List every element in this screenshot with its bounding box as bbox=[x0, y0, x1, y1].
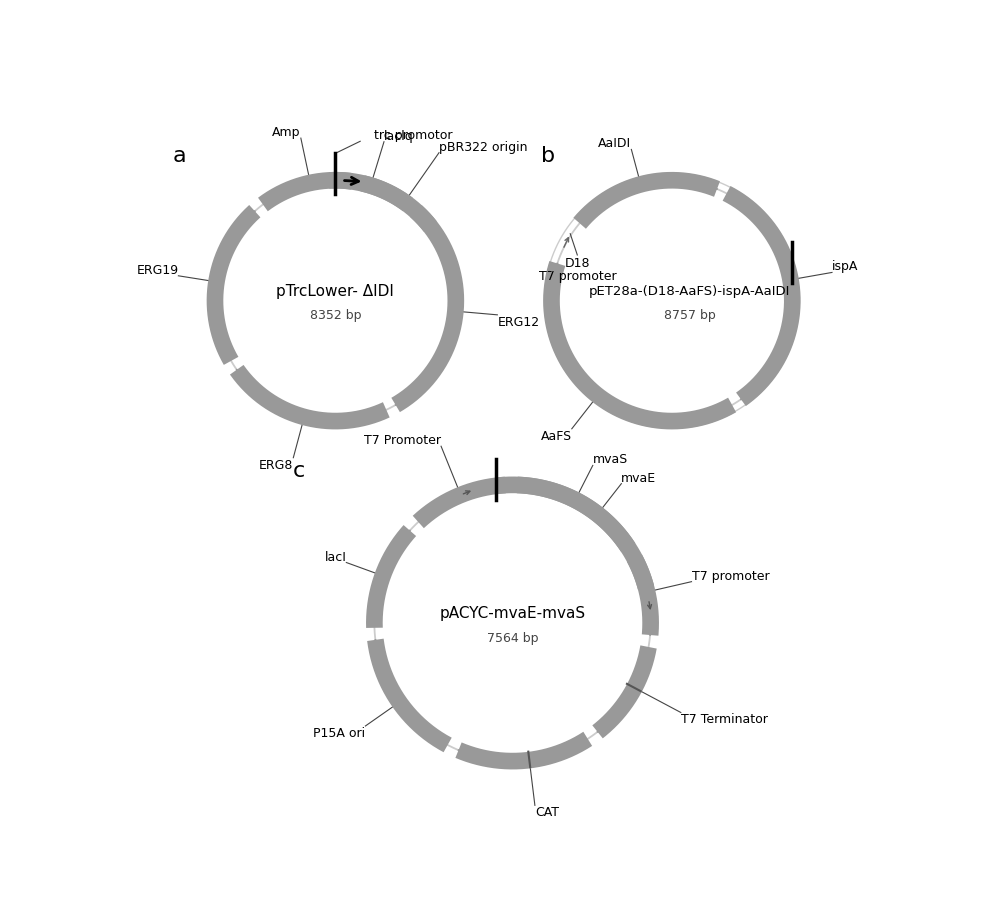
Text: mvaS: mvaS bbox=[593, 453, 628, 466]
Text: T7 Promoter: T7 Promoter bbox=[364, 434, 441, 447]
Text: T7 promoter: T7 promoter bbox=[539, 270, 616, 283]
Text: pBR322 origin: pBR322 origin bbox=[439, 141, 528, 153]
Text: AaFS: AaFS bbox=[541, 429, 572, 442]
Text: c: c bbox=[293, 460, 305, 481]
Text: CAT: CAT bbox=[535, 805, 559, 819]
Text: trc promotor: trc promotor bbox=[374, 130, 453, 142]
Text: 8352 bp: 8352 bp bbox=[310, 309, 361, 322]
Text: ispA: ispA bbox=[832, 260, 858, 273]
Text: Amp: Amp bbox=[272, 126, 301, 139]
Text: ERG12: ERG12 bbox=[497, 315, 539, 328]
Text: laclq: laclq bbox=[384, 130, 414, 142]
Text: AaIDI: AaIDI bbox=[598, 137, 631, 151]
Text: T7 Terminator: T7 Terminator bbox=[681, 713, 768, 726]
Text: ERG8: ERG8 bbox=[259, 459, 293, 471]
Text: a: a bbox=[172, 145, 186, 165]
Text: 7564 bp: 7564 bp bbox=[487, 631, 538, 644]
Text: ERG19: ERG19 bbox=[136, 264, 178, 277]
Text: pET28a-(D18-AaFS)-ispA-AaIDI: pET28a-(D18-AaFS)-ispA-AaIDI bbox=[589, 284, 790, 297]
Text: pTrcLower- ΔIDI: pTrcLower- ΔIDI bbox=[276, 283, 394, 299]
Text: pACYC-mvaE-mvaS: pACYC-mvaE-mvaS bbox=[439, 606, 586, 620]
Text: D18: D18 bbox=[565, 257, 590, 270]
Text: lacI: lacI bbox=[324, 550, 346, 563]
Text: T7 promoter: T7 promoter bbox=[692, 569, 769, 582]
Text: P15A ori: P15A ori bbox=[313, 726, 365, 739]
Text: b: b bbox=[541, 145, 555, 165]
Text: mvaE: mvaE bbox=[621, 471, 656, 484]
Text: 8757 bp: 8757 bp bbox=[664, 309, 715, 322]
